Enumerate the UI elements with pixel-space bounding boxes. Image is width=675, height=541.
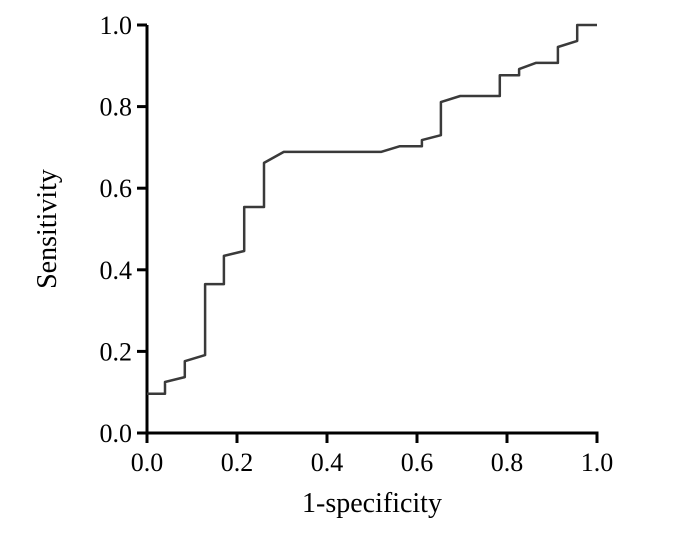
x-tick-label: 0.6 [401,448,434,477]
x-tick-label: 0.4 [311,448,344,477]
y-tick-label: 1.0 [100,11,133,40]
axes [137,23,599,443]
y-tick-label: 0.0 [100,419,133,448]
x-tick-label: 0.8 [491,448,524,477]
x-tick-label: 0.2 [221,448,254,477]
tick-labels: 0.0 0.2 0.4 0.6 0.8 1.0 0.0 0.2 0.4 0.6 0.8 1.0 [100,11,614,477]
y-tick-label: 0.2 [100,337,133,366]
roc-curve-line [147,23,597,396]
x-tick-label: 1.0 [581,448,614,477]
y-tick-label: 0.8 [100,93,133,122]
x-tick-label: 0.0 [131,448,164,477]
x-axis-label: 1-specificity [302,488,442,519]
y-tick-label: 0.4 [100,256,133,285]
y-axis-label: Sensitivity [32,169,63,289]
y-tick-label: 0.6 [100,174,133,203]
